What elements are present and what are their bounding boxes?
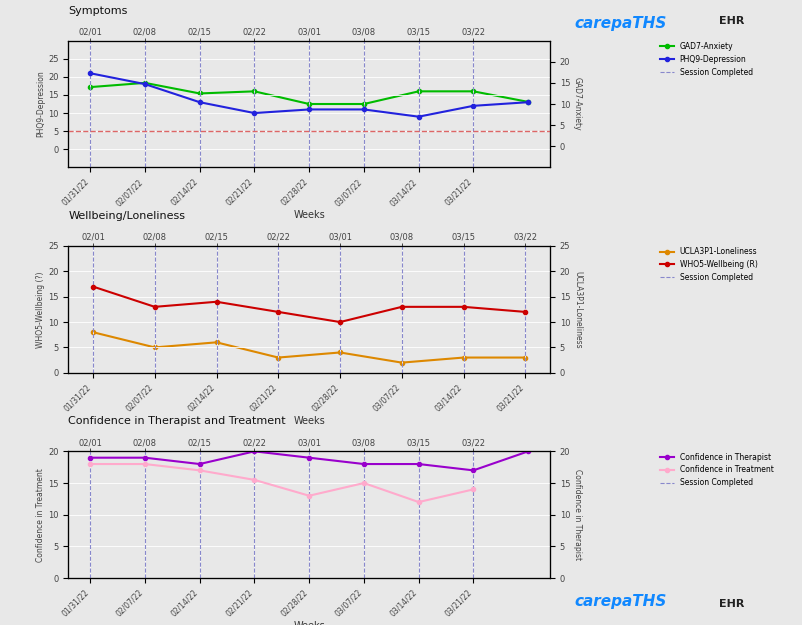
Y-axis label: GAD7-Anxiety: GAD7-Anxiety [573,78,581,131]
Text: Wellbeing/Loneliness: Wellbeing/Loneliness [68,211,185,221]
Text: carepaTHS: carepaTHS [573,16,666,31]
Text: EHR: EHR [718,599,743,609]
Text: EHR: EHR [718,16,743,26]
Y-axis label: Confidence in Treatment: Confidence in Treatment [36,468,45,562]
Legend: UCLA3P1-Loneliness, WHO5-Wellbeing (R), Session Completed: UCLA3P1-Loneliness, WHO5-Wellbeing (R), … [659,248,756,282]
Y-axis label: Confidence in Therapist: Confidence in Therapist [573,469,581,560]
X-axis label: Weeks: Weeks [293,416,325,426]
Text: carepaTHS: carepaTHS [573,594,666,609]
Legend: Confidence in Therapist, Confidence in Treatment, Session Completed: Confidence in Therapist, Confidence in T… [659,452,772,488]
Y-axis label: UCLA3P1-Loneliness: UCLA3P1-Loneliness [573,271,581,348]
X-axis label: Weeks: Weeks [293,211,325,221]
Legend: GAD7-Anxiety, PHQ9-Depression, Session Completed: GAD7-Anxiety, PHQ9-Depression, Session C… [659,42,752,76]
Text: Confidence in Therapist and Treatment: Confidence in Therapist and Treatment [68,416,286,426]
Text: Symptoms: Symptoms [68,6,128,16]
Y-axis label: PHQ9-Depression: PHQ9-Depression [36,71,45,138]
Y-axis label: WHO5-Wellbeing (?): WHO5-Wellbeing (?) [36,271,45,348]
X-axis label: Weeks: Weeks [293,621,325,625]
